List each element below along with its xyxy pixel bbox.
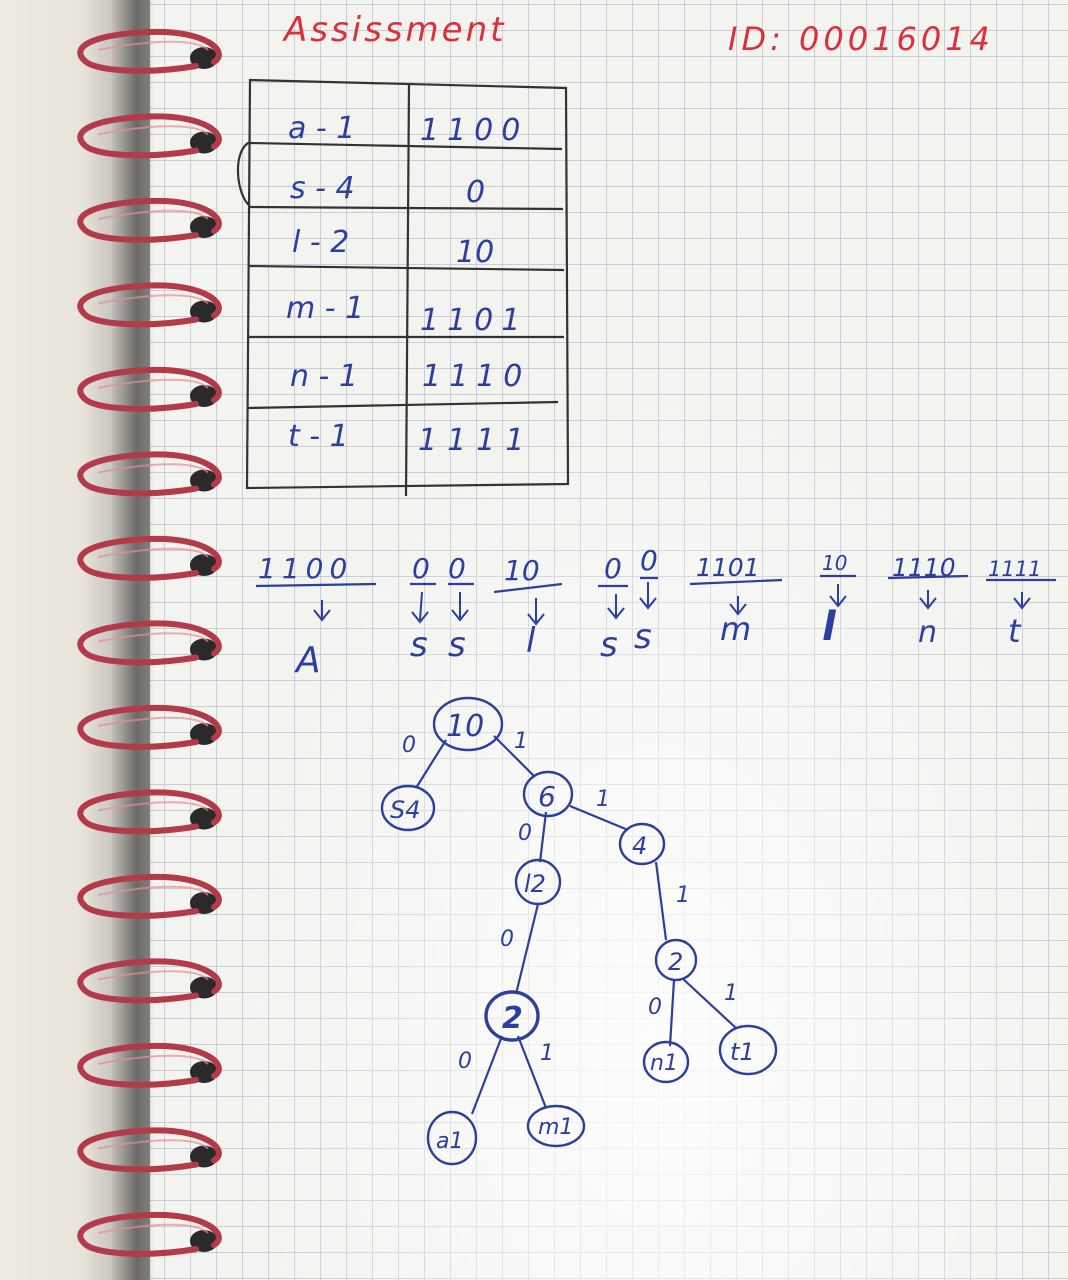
- spiral-ring: [77, 704, 222, 750]
- spiral-ring-highlight: [97, 632, 209, 643]
- spiral-ring-highlight: [97, 125, 209, 136]
- spiral-ring: [77, 1042, 222, 1088]
- spiral-ring: [77, 1211, 222, 1257]
- decode-letter: s: [410, 625, 428, 665]
- decode-letter: A: [294, 640, 321, 681]
- table-symbol: n - 1: [290, 359, 358, 394]
- decode-bits: 10: [504, 554, 540, 587]
- spiral-ring-highlight: [97, 1223, 209, 1234]
- spiral-ring-highlight: [97, 1139, 209, 1150]
- edge-label: 0: [458, 1049, 472, 1074]
- decode-bits: 1111: [988, 557, 1041, 581]
- spiral-ring: [77, 535, 222, 581]
- tree-node-root: 10: [446, 709, 484, 744]
- spiral-ring-highlight: [97, 40, 209, 51]
- decode-bits: 10: [822, 551, 847, 575]
- tree-node-s: S4: [390, 796, 421, 824]
- huffman-tree: 10 S4 6 4 l2 2 2 a1 m1 n1 t1 0 1 0 1 0 1…: [380, 696, 778, 1166]
- decode-letter: s: [600, 625, 618, 665]
- edge-label: 0: [402, 733, 416, 758]
- spiral-ring: [77, 28, 222, 74]
- decode-bits: 0: [448, 552, 466, 585]
- tree-node-labels: 10 S4 6 4 l2 2 2 a1 m1 n1 t1: [390, 709, 755, 1154]
- table-symbol: m - 1: [286, 291, 364, 326]
- edge-label: 1: [676, 883, 690, 908]
- tree-node-6: 6: [538, 780, 556, 813]
- table-symbol: t - 1: [288, 419, 349, 454]
- code-table-text: a - 1 1100 s - 4 0 l - 2 10 m - 1 1101 n…: [286, 111, 534, 458]
- decode-bits: 0: [412, 552, 430, 585]
- notebook-margin: [0, 0, 150, 1280]
- decode-arrows: [313, 582, 1031, 626]
- decode-bits: 0: [640, 544, 658, 577]
- code-table: [236, 78, 570, 497]
- tree-node-m: m1: [538, 1115, 573, 1140]
- table-symbol: l - 2: [292, 225, 349, 260]
- spiral-ring: [77, 197, 222, 243]
- edge-label: 0: [518, 821, 532, 846]
- spiral-ring: [77, 282, 222, 328]
- tree-node-2b: 2: [668, 948, 683, 976]
- tree-node-t: t1: [730, 1038, 755, 1066]
- tree-node-l: l2: [524, 870, 546, 898]
- decode-bits: 1101: [696, 553, 760, 582]
- spiral-ring: [77, 366, 222, 412]
- spiral-ring: [77, 620, 222, 666]
- tree-edge-labels: 0 1 0 1 0 1 0 1 0 1: [402, 729, 738, 1074]
- decode-letter: m: [720, 610, 751, 648]
- spiral-ring-highlight: [97, 463, 209, 474]
- table-code: 10: [456, 235, 494, 270]
- table-symbol: s - 4: [290, 171, 355, 206]
- edge-label: 1: [724, 981, 738, 1006]
- decode-letter: l: [822, 604, 837, 650]
- student-id: ID: 00016014: [728, 20, 994, 58]
- tree-edges: [415, 735, 737, 1115]
- spiral-ring-highlight: [97, 716, 209, 727]
- table-code: 1110: [422, 359, 530, 394]
- spiral-ring-highlight: [97, 378, 209, 389]
- spiral-ring: [77, 958, 222, 1004]
- spiral-ring-highlight: [97, 1054, 209, 1065]
- spiral-ring: [77, 873, 222, 919]
- spiral-ring-highlight: [97, 547, 209, 558]
- decoding-row: 1100 0 0 10 0 0 1101 10 1110 1111: [255, 544, 1056, 681]
- spiral-ring-highlight: [97, 970, 209, 981]
- decode-letter: n: [918, 615, 937, 650]
- tree-node-circles: [380, 696, 778, 1166]
- spiral-ring: [77, 1127, 222, 1173]
- tree-node-n: n1: [650, 1051, 678, 1076]
- decode-bits: 1100: [258, 552, 353, 585]
- tree-node-a: a1: [436, 1129, 463, 1154]
- edge-label: 1: [514, 729, 528, 754]
- decode-letter: s: [634, 617, 652, 657]
- edge-label: 0: [648, 995, 662, 1020]
- spiral-ring-highlight: [97, 801, 209, 812]
- edge-label: 0: [500, 927, 514, 952]
- spiral-ring-highlight: [97, 885, 209, 896]
- decode-bits: 0: [604, 552, 622, 585]
- tree-node-2a: 2: [502, 1001, 523, 1036]
- edge-label: 1: [540, 1041, 554, 1066]
- page-title: Assissment: [284, 10, 507, 50]
- table-code: 1111: [418, 423, 534, 458]
- edge-label: 1: [596, 787, 610, 812]
- decode-underlines: [255, 574, 1056, 594]
- table-code: 0: [466, 175, 485, 210]
- decode-letter: s: [448, 625, 466, 665]
- spiral-ring: [77, 113, 222, 159]
- decode-letter: l: [526, 621, 536, 661]
- table-code: 1100: [420, 113, 528, 148]
- spiral-ring: [77, 789, 222, 835]
- spiral-ring: [77, 451, 222, 497]
- table-code: 1101: [420, 303, 528, 338]
- table-symbol: a - 1: [288, 111, 355, 146]
- decode-letter: t: [1008, 612, 1022, 650]
- spiral-ring-highlight: [97, 294, 209, 305]
- tree-node-4: 4: [632, 832, 647, 860]
- spiral-ring-highlight: [97, 209, 209, 220]
